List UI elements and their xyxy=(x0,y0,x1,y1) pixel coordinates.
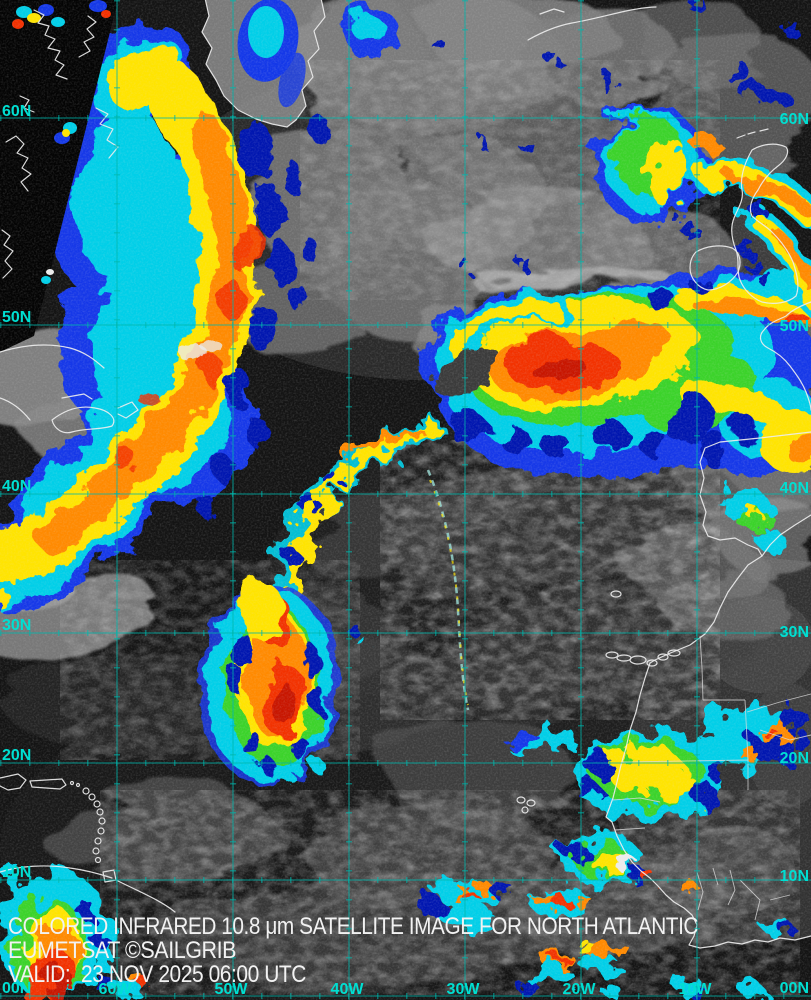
ireland-coast xyxy=(689,245,741,291)
caption-block: COLORED INFRARED 10.8 μm SATELLITE IMAGE… xyxy=(8,913,699,988)
lat-label-right-30n: 30N xyxy=(780,624,809,641)
lon-label-30w: 30W xyxy=(447,981,481,998)
lat-label-left-20n: 20N xyxy=(2,747,31,764)
latitude-labels-right: 60N 50N 40N 30N 20N 10N 00N xyxy=(780,111,809,997)
lat-label-right-00n: 00N xyxy=(780,980,809,997)
lat-label-right-50n: 50N xyxy=(780,318,809,335)
canary-islands xyxy=(605,590,681,667)
lon-label-60w: 60W xyxy=(99,981,133,998)
lat-label-right-10n: 10N xyxy=(780,868,809,885)
longitude-lines xyxy=(114,0,700,1000)
latitude-labels-left: 60N 50N 40N 30N 20N 10N 00N xyxy=(2,103,31,997)
africa-country-borders xyxy=(612,635,811,921)
latitude-lines xyxy=(0,115,811,999)
lat-label-left-30n: 30N xyxy=(2,617,31,634)
cape-verde-islands xyxy=(516,796,536,814)
iceland-coast xyxy=(527,6,657,41)
caption-valid-time: VALID: 23 NOV 2025 06:00 UTC xyxy=(8,961,306,988)
lon-label-10w: 10W xyxy=(679,981,713,998)
great-britain-coast xyxy=(731,143,799,304)
lat-label-left-60n: 60N xyxy=(2,103,31,120)
iberia-coast xyxy=(699,431,811,557)
lat-label-left-10n: 10N xyxy=(2,864,31,881)
lat-label-left-50n: 50N xyxy=(2,309,31,326)
africa-coast xyxy=(605,555,811,949)
longitude-labels-bottom: 60W 50W 40W 30W 20W 10W xyxy=(99,981,713,998)
lat-label-right-40n: 40N xyxy=(780,480,809,497)
caption-credit: EUMETSAT ©SAILGRIB xyxy=(8,937,236,964)
lon-label-50w: 50W xyxy=(215,981,249,998)
caption-title: COLORED INFRARED 10.8 μm SATELLITE IMAGE… xyxy=(8,913,698,940)
lat-label-left-40n: 40N xyxy=(2,478,31,495)
lat-label-right-20n: 20N xyxy=(780,750,809,767)
lon-label-20w: 20W xyxy=(563,981,597,998)
lon-label-40w: 40W xyxy=(331,981,365,998)
france-coast xyxy=(759,301,811,411)
nova-scotia-coastlines xyxy=(0,344,139,434)
lat-label-right-60n: 60N xyxy=(780,111,809,128)
coastlines-overlay xyxy=(0,6,811,949)
lat-label-left-00n: 00N xyxy=(2,980,31,997)
caribbean-coastlines xyxy=(0,773,176,913)
